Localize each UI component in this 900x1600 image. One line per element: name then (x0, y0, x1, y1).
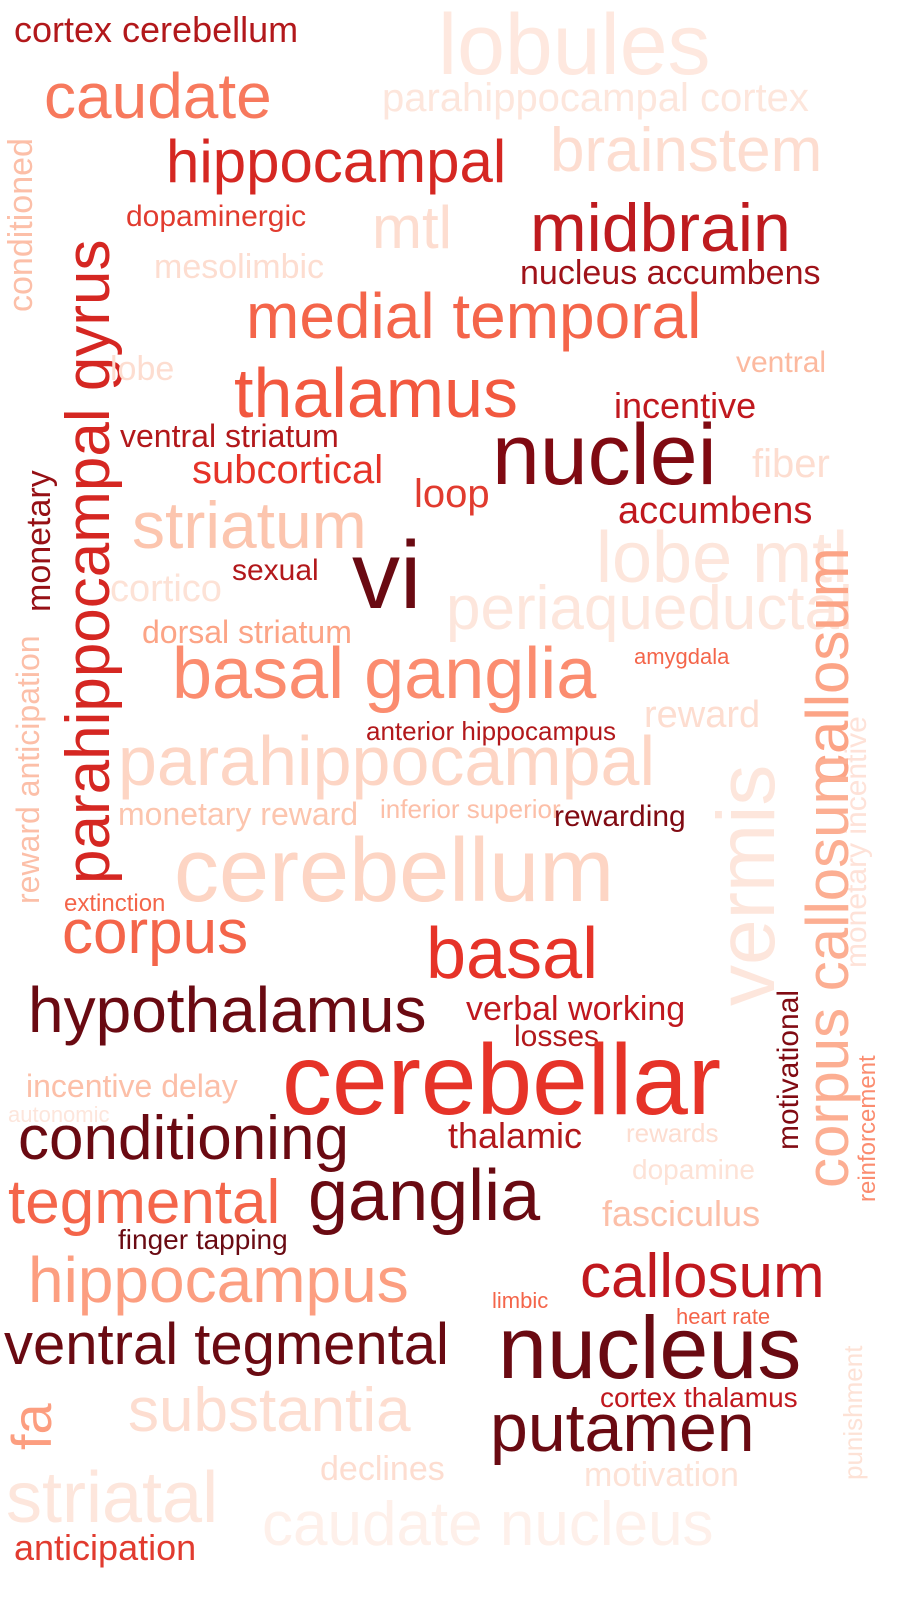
word-finger-tapping: finger tapping (118, 1224, 288, 1255)
word-losses: losses (514, 1020, 600, 1053)
word-autonomic: autonomic (8, 1102, 110, 1127)
word-parahippocampal-cortex: parahippocampal cortex (382, 76, 809, 120)
word-nucleus: nucleus (498, 1298, 802, 1397)
word-monetary: monetary (20, 470, 58, 612)
word-caudate-nucleus: caudate nucleus (262, 1490, 714, 1559)
word-incentive: incentive (614, 385, 757, 426)
word-reward-anticipation: reward anticipation (10, 635, 46, 904)
word-subcortical: subcortical (192, 448, 384, 492)
word-parahippocampal-gyrus: parahippocampal gyrus (54, 239, 123, 885)
word-punishment: punishment (838, 1345, 868, 1480)
word-putamen: putamen (490, 1390, 755, 1466)
word-sexual: sexual (232, 554, 319, 587)
word-ventral-striatum: ventral striatum (120, 418, 339, 454)
word-callosum: callosum (580, 1242, 825, 1311)
word-cortex-cerebellum: cortex cerebellum (14, 9, 299, 50)
word-nucleus-accumbens: nucleus accumbens (520, 254, 821, 292)
word-motivational: motivational (772, 989, 805, 1150)
word-parahippocampal: parahippocampal (118, 722, 656, 800)
word-ventral: ventral (736, 346, 827, 379)
word-corpus-callosum: corpus callosum (794, 754, 861, 1188)
word-heart-rate: heart rate (676, 1304, 771, 1329)
word-extinction: extinction (64, 890, 166, 917)
word-anticipation: anticipation (14, 1527, 197, 1568)
word-basal-ganglia: basal ganglia (172, 634, 597, 714)
word-hypothalamus: hypothalamus (28, 974, 427, 1046)
word-vi: vi (352, 522, 422, 629)
word-corpus: corpus (62, 898, 249, 967)
word-reward: reward (644, 694, 761, 736)
word-lobe: lobe (110, 350, 175, 388)
word-dopaminergic: dopaminergic (126, 200, 307, 233)
word-ventral-tegmental: ventral tegmental (4, 1312, 449, 1377)
word-lobules: lobules (438, 0, 711, 93)
word-verbal-working: verbal working (466, 990, 686, 1028)
word-basal: basal (426, 914, 599, 994)
word-inferior-superior: inferior superior (380, 794, 561, 824)
word-anterior-hippocampus: anterior hippocampus (366, 716, 617, 746)
word-caudate: caudate (44, 60, 272, 132)
word-nuclei: nuclei (492, 407, 717, 503)
word-declines: declines (320, 1450, 445, 1488)
word-reinforcement: reinforcement (854, 1055, 881, 1202)
word-lobe-mtl: lobe mtl (596, 518, 849, 598)
word-thalamus: thalamus (234, 354, 519, 432)
word-monetary-reward: monetary reward (118, 796, 359, 832)
word-fa: fa (0, 1403, 63, 1450)
word-mtl: mtl (372, 194, 452, 261)
word-fasciculus: fasciculus (602, 1193, 761, 1234)
word-cortex-thalamus: cortex thalamus (600, 1382, 798, 1413)
word-hippocampal: hippocampal (166, 128, 507, 195)
word-motivation: motivation (584, 1456, 739, 1494)
word-medial-temporal: medial temporal (246, 280, 702, 352)
word-conditioning: conditioning (18, 1104, 349, 1173)
word-midbrain: midbrain (530, 190, 791, 266)
word-rewarding: rewarding (554, 800, 686, 833)
word-limbic: limbic (492, 1288, 549, 1313)
word-hippocampus: hippocampus (28, 1244, 409, 1316)
word-vermis: vermis (701, 764, 792, 1006)
word-periaqueductal: periaqueductal (446, 574, 853, 643)
word-striatum: striatum (132, 488, 367, 562)
word-ganglia: ganglia (308, 1156, 541, 1236)
word-thalamic: thalamic (448, 1115, 583, 1156)
word-substantia: substantia (128, 1376, 411, 1445)
word-cortico: cortico (110, 568, 222, 610)
word-loop: loop (414, 472, 490, 516)
word-conditioned: conditioned (2, 138, 40, 312)
word-incentive-delay: incentive delay (26, 1068, 238, 1104)
word-cerebellar: cerebellar (282, 1024, 722, 1136)
word-dorsal-striatum: dorsal striatum (142, 614, 352, 650)
word-rewards: rewards (626, 1118, 719, 1148)
word-fiber: fiber (752, 442, 830, 486)
word-striatal: striatal (6, 1458, 219, 1538)
word-accumbens: accumbens (618, 490, 813, 532)
word-dopamine: dopamine (632, 1154, 755, 1185)
word-tegmental: tegmental (8, 1168, 281, 1237)
word-brainstem: brainstem (550, 116, 823, 185)
word-cerebellum: cerebellum (174, 821, 615, 921)
word-mesolimbic: mesolimbic (154, 248, 325, 286)
word-amygdala: amygdala (634, 644, 730, 669)
